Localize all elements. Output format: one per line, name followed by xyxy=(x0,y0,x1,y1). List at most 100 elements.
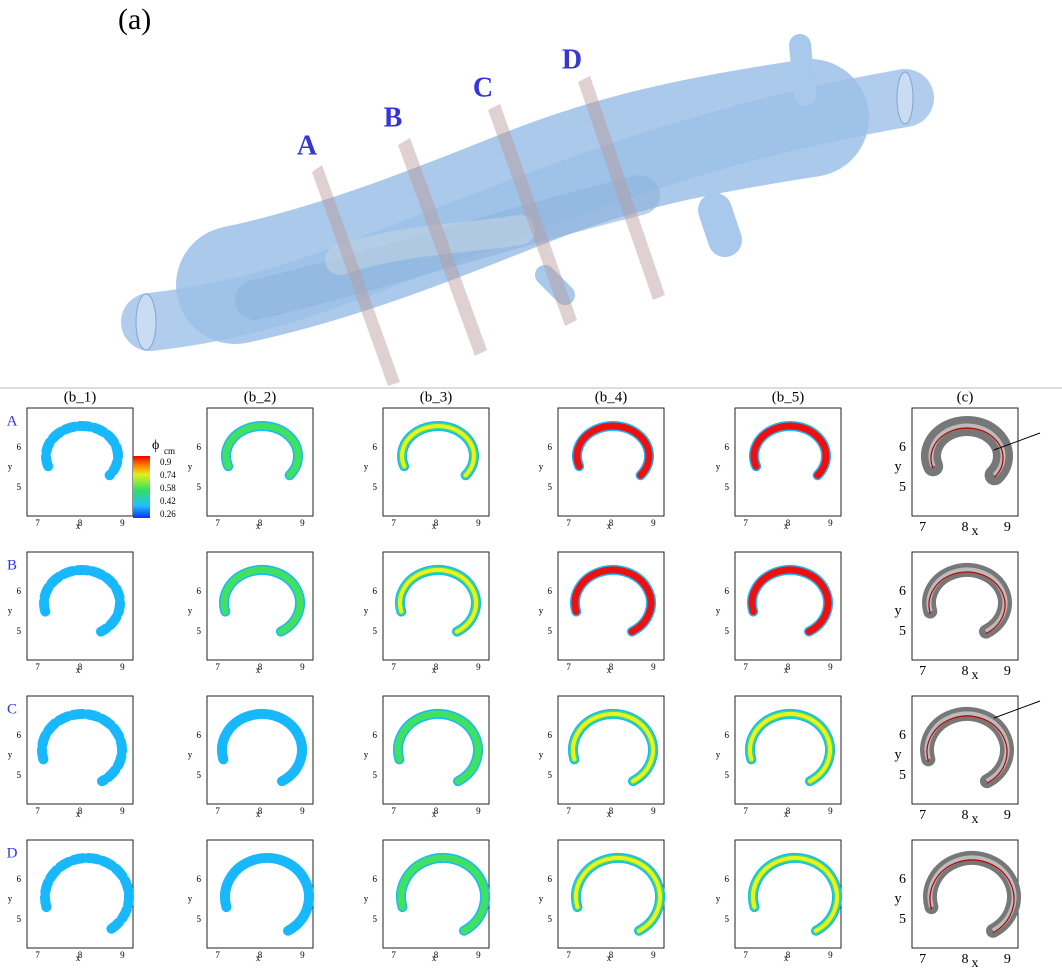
subplot: 789x56y xyxy=(364,408,489,531)
colorbar-subscript: cm xyxy=(164,446,175,456)
column-header: (b_3) xyxy=(420,389,453,405)
x-axis-label: x xyxy=(76,521,81,531)
y-tick-label: 6 xyxy=(197,730,202,740)
x-tick-label: 7 xyxy=(35,950,40,960)
y-tick-label: 6 xyxy=(548,730,553,740)
y-axis-label: y xyxy=(539,749,544,759)
subplot: 789x56y xyxy=(8,696,133,819)
y-tick-label: 5 xyxy=(197,482,202,492)
x-tick-label: 8 xyxy=(962,664,969,679)
x-tick-label: 9 xyxy=(651,662,656,672)
y-axis-label: y xyxy=(539,893,544,903)
x-tick-label: 9 xyxy=(120,950,125,960)
contour xyxy=(402,426,474,475)
y-axis-label: y xyxy=(716,461,721,471)
x-tick-label: 7 xyxy=(743,518,748,528)
y-tick-label: 6 xyxy=(899,872,906,887)
contour xyxy=(752,570,828,632)
x-axis-label: x xyxy=(607,521,612,531)
x-tick-label: 9 xyxy=(651,950,656,960)
y-tick-label: 6 xyxy=(197,442,202,452)
y-tick-label: 5 xyxy=(899,624,906,639)
y-tick-label: 5 xyxy=(725,914,730,924)
y-axis-label: y xyxy=(188,893,193,903)
x-axis-label: x xyxy=(607,953,612,963)
x-tick-label: 7 xyxy=(215,662,220,672)
x-axis-label: x xyxy=(784,521,789,531)
colorbar-tick-label: 0.9 xyxy=(160,457,172,467)
x-tick-label: 7 xyxy=(391,806,396,816)
y-tick-label: 6 xyxy=(548,874,553,884)
x-tick-label: 9 xyxy=(300,950,305,960)
x-tick-label: 9 xyxy=(120,806,125,816)
x-axis-label: x xyxy=(972,956,979,970)
x-axis-label: x xyxy=(256,809,261,819)
x-tick-label: 9 xyxy=(300,518,305,528)
x-axis-label: x xyxy=(607,809,612,819)
contour xyxy=(224,570,300,632)
x-tick-label: 7 xyxy=(566,806,571,816)
x-axis-label: x xyxy=(256,953,261,963)
row-label: A xyxy=(7,413,18,429)
subplot: 789x56y xyxy=(539,840,664,963)
x-tick-label: 7 xyxy=(566,662,571,672)
x-tick-label: 9 xyxy=(120,662,125,672)
y-tick-label: 6 xyxy=(373,586,378,596)
contour xyxy=(42,714,122,781)
subplot: 789x56y xyxy=(188,408,313,531)
y-axis-label: y xyxy=(8,605,13,615)
panel-grid: (b_1)(b_2)(b_3)(b_4)(b_5)(c)ABCD789x56y7… xyxy=(7,389,1040,970)
y-tick-label: 6 xyxy=(725,586,730,596)
x-tick-label: 9 xyxy=(651,806,656,816)
y-axis-label: y xyxy=(716,893,721,903)
y-tick-label: 6 xyxy=(373,874,378,884)
y-axis-label: y xyxy=(364,461,369,471)
y-tick-label: 5 xyxy=(17,914,22,924)
y-axis-label: y xyxy=(364,749,369,759)
colorbar-tick-label: 0.74 xyxy=(160,470,176,480)
x-axis-label: x xyxy=(76,953,81,963)
x-tick-label: 7 xyxy=(215,950,220,960)
x-tick-label: 9 xyxy=(828,950,833,960)
y-tick-label: 6 xyxy=(197,874,202,884)
subplot: 789x56y xyxy=(716,408,841,531)
x-tick-label: 7 xyxy=(743,662,748,672)
plane-label: A xyxy=(297,130,318,161)
x-tick-label: 9 xyxy=(1004,808,1011,823)
contour xyxy=(225,858,309,931)
y-axis-label: y xyxy=(188,461,193,471)
y-tick-label: 6 xyxy=(373,730,378,740)
y-axis-label: y xyxy=(716,749,721,759)
y-tick-label: 6 xyxy=(17,442,22,452)
plane-label: C xyxy=(473,72,493,103)
subplot: 789x56y xyxy=(188,840,313,963)
x-tick-label: 7 xyxy=(391,950,396,960)
subplot: 789x56y xyxy=(716,552,841,675)
subplot: 789x56y xyxy=(364,696,489,819)
x-tick-label: 7 xyxy=(35,518,40,528)
x-tick-label: 9 xyxy=(476,662,481,672)
y-tick-label: 5 xyxy=(197,770,202,780)
subplot: 789x56y xyxy=(895,696,1041,827)
y-axis-label: y xyxy=(895,604,902,619)
y-tick-label: 5 xyxy=(17,482,22,492)
colorbar-tick-label: 0.26 xyxy=(160,509,176,519)
y-axis-label: y xyxy=(8,749,13,759)
y-tick-label: 5 xyxy=(548,914,553,924)
x-axis-label: x xyxy=(256,521,261,531)
y-tick-label: 6 xyxy=(725,442,730,452)
contour xyxy=(44,570,120,632)
x-tick-label: 8 xyxy=(962,952,969,967)
x-tick-label: 9 xyxy=(120,518,125,528)
y-tick-label: 5 xyxy=(197,626,202,636)
y-tick-label: 5 xyxy=(373,914,378,924)
x-axis-label: x xyxy=(972,812,979,827)
column-header: (b_5) xyxy=(772,389,805,405)
y-tick-label: 6 xyxy=(899,440,906,455)
x-axis-label: x xyxy=(784,809,789,819)
x-tick-label: 9 xyxy=(651,518,656,528)
x-tick-label: 7 xyxy=(919,664,926,679)
